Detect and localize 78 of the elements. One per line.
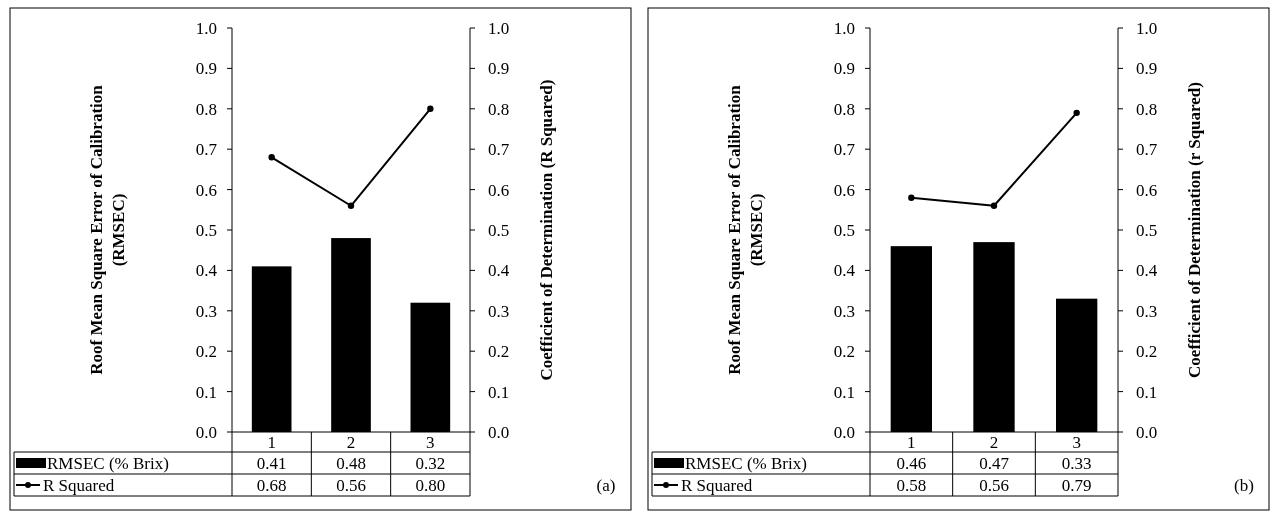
y2-tick-label: 1.0 (1136, 18, 1158, 38)
y2-tick-label: 0.2 (488, 342, 510, 362)
point (908, 194, 915, 201)
y-tick-label: 0.8 (195, 99, 217, 119)
y2-tick-label: 0.4 (488, 261, 510, 281)
point (1073, 109, 1080, 117)
y2-tick-label: 0.7 (488, 140, 510, 160)
y-tick-label: 0.3 (833, 301, 855, 321)
legend-label: RMSEC (% Brix) (685, 453, 807, 473)
y-tick-label: 0.4 (833, 261, 856, 281)
y2-tick-label: 0.6 (488, 180, 510, 200)
y2-tick-label: 0.7 (1136, 140, 1158, 160)
y-tick-label: 0.7 (833, 140, 856, 160)
x-tick-label: 2 (346, 432, 356, 452)
y2-tick-label: 0.5 (1136, 220, 1158, 240)
y-tick-label: 0.8 (833, 99, 855, 119)
y-tick-label: 0.6 (195, 180, 217, 200)
y-tick-label: 0.6 (833, 180, 855, 200)
data-label: 0.79 (1061, 475, 1092, 495)
y2-tick-label: 0.4 (1136, 261, 1158, 281)
y2-tick-label: 0.9 (488, 59, 510, 79)
data-label: 0.58 (896, 475, 927, 495)
y-tick-label: 1.0 (833, 18, 855, 38)
point (427, 105, 434, 112)
y-tick-label: 0.5 (833, 220, 855, 240)
y-tick-label: 0.0 (833, 422, 855, 442)
y-tick-label: 0.0 (195, 422, 217, 442)
legend-label: R Squared (43, 475, 115, 495)
x-tick-label: 1 (267, 432, 276, 452)
data-label: 0.46 (896, 453, 927, 473)
data-label: 0.41 (256, 453, 287, 473)
y2-tick-label: 0.1 (488, 382, 510, 402)
y2-tick-label: 1.0 (488, 18, 510, 38)
y2-tick-label: 0.6 (1136, 180, 1158, 200)
y-tick-label: 0.9 (195, 59, 217, 79)
y-tick-label: 0.1 (833, 382, 855, 402)
data-label: 0.32 (415, 453, 446, 473)
y2-tick-label: 0.3 (488, 301, 510, 321)
y2-tick-label: 0.0 (488, 422, 510, 442)
y-axis-title: Roof Mean Square Error of Calibration (RMSEC) (87, 84, 128, 375)
legend-label: R Squared (681, 475, 753, 495)
x-tick-label: 2 (989, 432, 999, 452)
x-tick-label: 1 (907, 432, 916, 452)
text: (b) (1234, 475, 1254, 495)
data-label: 0.68 (256, 475, 287, 495)
y-tick-label: 0.2 (833, 342, 855, 362)
data-label: 0.56 (979, 475, 1009, 495)
y-tick-label: 0.2 (195, 342, 217, 362)
y2-tick-label: 0.1 (1136, 382, 1158, 402)
y-tick-label: 0.7 (195, 140, 218, 160)
point (347, 202, 355, 209)
point (268, 154, 275, 161)
y-tick-label: 0.4 (195, 261, 218, 281)
data-label: 0.33 (1061, 453, 1092, 473)
y-tick-label: 1.0 (195, 18, 217, 38)
y2-tick-label: 0.3 (1136, 301, 1158, 321)
point (990, 202, 998, 209)
data-label: 0.80 (415, 475, 446, 495)
y2-tick-label: 0.2 (1136, 342, 1158, 362)
y2-axis-title: Coefficient of Determination (R Squared) (537, 79, 556, 381)
y-tick-label: 0.3 (195, 301, 217, 321)
y2-tick-label: 0.8 (1136, 99, 1158, 119)
y-tick-label: 0.9 (833, 59, 855, 79)
y2-tick-label: 0.5 (488, 220, 510, 240)
y2-tick-label: 0.8 (488, 99, 510, 119)
y-axis-title: Roof Mean Square Error of Calibration (RMSEC) (725, 84, 766, 375)
data-label: 0.56 (336, 475, 366, 495)
data-label: 0.47 (979, 453, 1010, 473)
y-tick-label: 0.5 (195, 220, 217, 240)
y-tick-label: 0.1 (195, 382, 217, 402)
x-tick-label: 3 (426, 432, 435, 452)
text: (a) (596, 475, 616, 495)
x-tick-label: 3 (1072, 432, 1081, 452)
legend-label: RMSEC (% Brix) (47, 453, 169, 473)
y2-tick-label: 0.9 (1136, 59, 1158, 79)
y2-axis-title: Coefficient of Determination (r Squared) (1185, 82, 1204, 378)
y2-tick-label: 0.0 (1136, 422, 1158, 442)
data-label: 0.48 (336, 453, 366, 473)
